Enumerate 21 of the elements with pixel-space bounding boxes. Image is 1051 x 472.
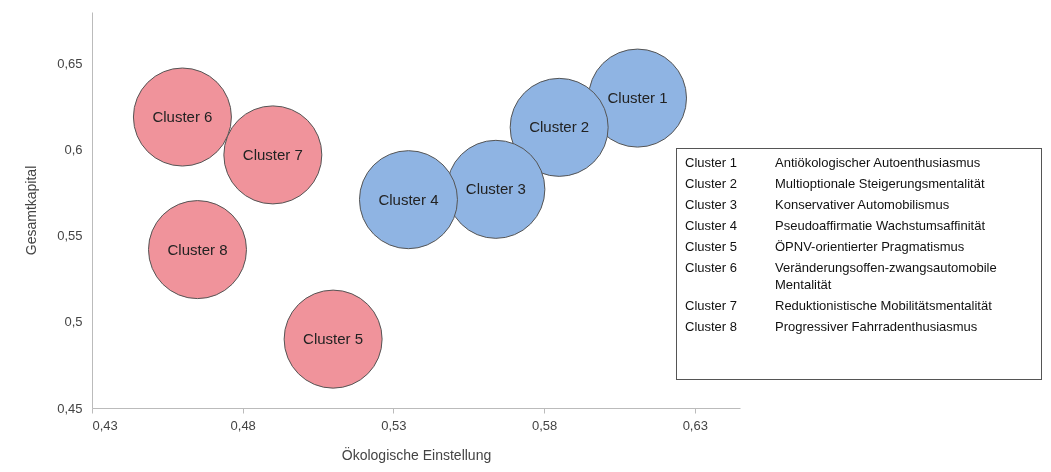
series-label: Cluster 2 [529, 118, 590, 136]
x-axis-title: Ökologische Einstellung [341, 445, 492, 463]
y-tick-label: 0,55 [57, 228, 83, 244]
y-tick-label: 0,6 [64, 142, 83, 158]
series-label: Cluster 4 [378, 190, 439, 208]
series-label: Cluster 3 [465, 180, 526, 198]
y-tick-label: 0,5 [64, 314, 83, 330]
series-label: Cluster 7 [242, 145, 303, 163]
series-label: Cluster 5 [303, 330, 364, 348]
note-box: Cluster 1 Antiökologischer Autoenthusiasmus Cluster 2 Multioptionale Steigerungsmentalität Cluster 3 Konservativer Automobilismus Cluster 4 Pseudoaffirmatie Wachstumsaffinität Cluster 5 ÖPNV-orientierter Pragmatismus Cluster 6 Veränderungsoffen-zwangsautomobile Mentalität Cluster 7 Reduktionistische Mobilitätsmentalität Cluster 8 Progressiver Fahrradenthusiasmus [676, 148, 1042, 380]
y-tick-label: 0,45 [57, 400, 83, 416]
x-tick-label: 0,63 [682, 417, 708, 433]
x-tick-label: 0,43 [92, 417, 118, 433]
series-label: Cluster 1 [607, 89, 668, 107]
y-axis-title: Gesamtkapital [23, 165, 40, 256]
series-label: Cluster 8 [167, 240, 228, 258]
y-tick-label: 0,65 [57, 56, 83, 72]
series-label: Cluster 6 [152, 108, 213, 126]
x-tick-label: 0,48 [230, 417, 256, 433]
x-tick-label: 0,53 [381, 417, 407, 433]
x-tick-label: 0,58 [531, 417, 558, 433]
